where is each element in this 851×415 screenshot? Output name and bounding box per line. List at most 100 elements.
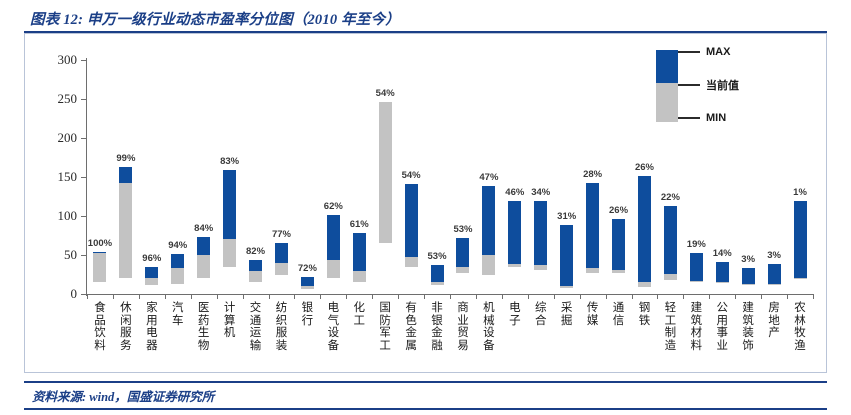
x-axis-category-label: 国防军工 <box>379 302 391 352</box>
legend-label-min: MIN <box>706 112 727 124</box>
x-axis-category-label: 家用电器 <box>146 302 158 352</box>
y-axis-tick-mark <box>81 60 87 61</box>
bar-column[interactable] <box>197 60 211 294</box>
bar-column[interactable] <box>145 60 159 294</box>
bar-column[interactable] <box>430 60 444 294</box>
x-axis-tick-mark <box>553 294 555 299</box>
bar-column[interactable] <box>456 60 470 294</box>
y-axis-tick-mark <box>81 99 87 100</box>
bar-value-label: 47% <box>479 172 499 184</box>
y-axis-tick-mark <box>81 216 87 217</box>
bar-segment-max <box>793 201 807 278</box>
bar-segment-min <box>326 259 340 278</box>
bar-segment-min <box>741 283 755 286</box>
bar-column[interactable] <box>300 60 314 294</box>
bar-segment-min <box>404 256 418 268</box>
bar-column[interactable] <box>637 60 651 294</box>
title-divider <box>24 31 827 33</box>
x-axis-tick-mark <box>813 294 814 299</box>
x-axis-tick-mark <box>216 294 218 299</box>
bar-column[interactable] <box>793 60 807 294</box>
bar-column[interactable] <box>715 60 729 294</box>
bar-value-label: 99% <box>116 152 136 164</box>
bar-column[interactable] <box>586 60 600 294</box>
bar-column[interactable] <box>560 60 574 294</box>
bar-column[interactable] <box>767 60 781 294</box>
x-axis-category-label: 传媒 <box>586 302 599 327</box>
bar-column[interactable] <box>378 60 392 294</box>
bar-column[interactable] <box>93 60 107 294</box>
bar-segment-min <box>171 267 185 284</box>
bar-column[interactable] <box>326 60 340 294</box>
y-axis-tick-label: 300 <box>57 52 78 67</box>
x-axis-tick-mark <box>164 294 166 299</box>
bar-segment-min <box>223 239 237 268</box>
x-axis-tick-mark <box>631 294 633 299</box>
bar-segment-max <box>637 176 651 282</box>
bar-column[interactable] <box>171 60 185 294</box>
bar-segment-max <box>404 184 418 257</box>
bar-column[interactable] <box>119 60 133 294</box>
chart-frame: 0 50 100 150 200 250 300 食品饮料 休闲服务 家用电器 汽车 医药生物 计算机… <box>24 33 827 373</box>
bar-segment-max <box>197 237 211 256</box>
source-note: 资料来源: wind，国盛证券研究所 <box>32 390 215 404</box>
bar-column[interactable] <box>663 60 677 294</box>
x-axis-category-label: 建筑装饰 <box>742 302 754 352</box>
bar-segment-min <box>586 268 600 273</box>
bar-segment-min <box>534 265 548 270</box>
x-axis-category-label: 纺织服装 <box>275 302 288 352</box>
x-axis-tick-mark <box>112 294 114 299</box>
bar-column[interactable] <box>249 60 263 294</box>
x-axis-category-label: 房地产 <box>768 302 780 340</box>
bar-segment-max <box>326 215 340 260</box>
bar-value-label: 54% <box>401 170 421 182</box>
bar-column[interactable] <box>274 60 288 294</box>
bar-column[interactable] <box>534 60 548 294</box>
bar-column[interactable] <box>508 60 522 294</box>
x-axis-tick-mark <box>605 294 607 299</box>
y-axis-tick-label: 150 <box>57 169 78 184</box>
x-axis-tick-mark <box>501 294 503 299</box>
bar-value-label: 62% <box>323 201 343 213</box>
x-axis-category-label: 通信 <box>612 302 625 327</box>
bar-value-label: 72% <box>297 262 317 274</box>
x-axis-tick-mark <box>527 294 529 299</box>
x-axis-category-label: 食品饮料 <box>94 302 106 352</box>
bar-value-label: 83% <box>220 155 240 167</box>
x-axis-tick-mark <box>709 294 711 299</box>
y-axis-tick-mark <box>81 255 87 256</box>
bar-segment-max <box>274 242 288 263</box>
bar-column[interactable] <box>612 60 626 294</box>
bar-value-label: 84% <box>194 223 214 235</box>
bar-segment-max <box>715 262 729 282</box>
bar-column[interactable] <box>741 60 755 294</box>
bar-column[interactable] <box>223 60 237 294</box>
y-axis-tick-label: 0 <box>70 286 78 301</box>
x-axis-tick-mark <box>657 294 659 299</box>
bar-value-label: 3% <box>767 249 781 261</box>
x-axis-tick-mark <box>735 294 737 299</box>
bar-segment-min <box>793 277 807 280</box>
footer-divider-top <box>24 381 827 383</box>
footer-divider-bottom <box>24 408 827 410</box>
x-axis-tick-mark <box>87 294 88 299</box>
bar-segment-min <box>197 255 211 278</box>
bar-segment-min <box>637 281 651 287</box>
bar-value-label: 26% <box>634 162 654 174</box>
y-axis-line <box>86 58 87 296</box>
x-axis-category-label: 交通运输 <box>249 302 262 352</box>
x-axis-category-label: 综合 <box>535 302 547 327</box>
bar-segment-min <box>274 262 288 276</box>
legend-swatch-gray <box>656 83 678 122</box>
y-axis-tick-mark <box>81 138 87 139</box>
bar-value-label: 82% <box>246 245 266 257</box>
bar-column[interactable] <box>352 60 366 294</box>
bar-column[interactable] <box>482 60 496 294</box>
bar-column[interactable] <box>404 60 418 294</box>
x-axis-category-label: 医药生物 <box>197 302 210 352</box>
x-axis-tick-mark <box>450 294 451 299</box>
bar-segment-max <box>741 268 755 284</box>
bar-column[interactable] <box>689 60 703 294</box>
bar-segment-max <box>249 259 263 272</box>
